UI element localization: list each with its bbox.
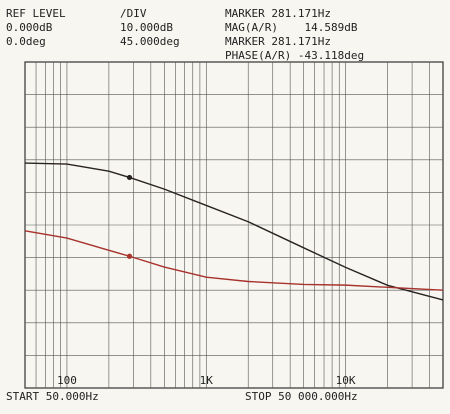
header-text: /DIV	[120, 7, 147, 20]
header-text: 0.0deg	[6, 35, 46, 48]
trace	[24, 230, 444, 291]
trace	[24, 162, 444, 301]
start-label: START 50.000Hz	[6, 390, 99, 403]
header-text: 45.000deg	[120, 35, 180, 48]
marker-dot	[126, 174, 133, 181]
x-tick-label: 100	[57, 374, 77, 387]
header-text: 0.000dB	[6, 21, 53, 34]
header-text: REF LEVEL	[6, 7, 66, 20]
x-tick-label: 10K	[336, 374, 356, 387]
header-text: MAG(A/R) 14.589dB	[225, 21, 358, 34]
stop-label: STOP 50 000.000Hz	[245, 390, 358, 403]
x-tick-label: 1K	[200, 374, 214, 387]
header-text: 10.000dB	[120, 21, 173, 34]
marker-dot	[126, 253, 133, 259]
header-text: MARKER 281.171Hz	[225, 35, 331, 48]
header-text: PHASE(A/R) -43.118deg	[225, 49, 364, 62]
header-text: MARKER 281.171Hz	[225, 7, 331, 20]
